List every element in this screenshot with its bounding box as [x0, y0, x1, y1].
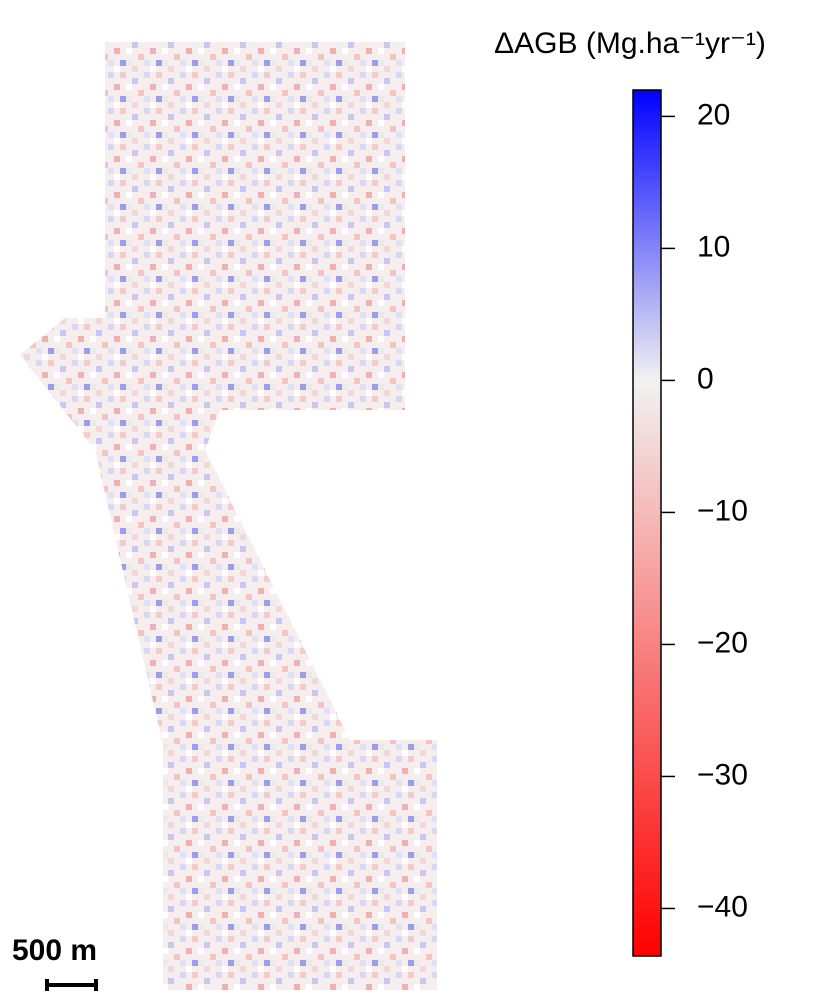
- colorbar-tick-label: 0: [697, 362, 714, 395]
- scale-bar-label: 500 m: [12, 934, 97, 967]
- colorbar: [632, 89, 662, 957]
- colorbar-tick-label: −30: [697, 758, 748, 791]
- colorbar-tick-label: −40: [697, 890, 748, 923]
- colorbar-tick-label: 20: [697, 98, 730, 131]
- colorbar-tick-label: 10: [697, 230, 730, 263]
- scale-bar: [45, 979, 98, 991]
- colorbar-title: ΔAGB (Mg.ha⁻¹yr⁻¹): [494, 27, 766, 60]
- study-area-raster: [20, 42, 437, 990]
- colorbar-tick-label: −10: [697, 494, 748, 527]
- colorbar-tick-label: −20: [697, 626, 748, 659]
